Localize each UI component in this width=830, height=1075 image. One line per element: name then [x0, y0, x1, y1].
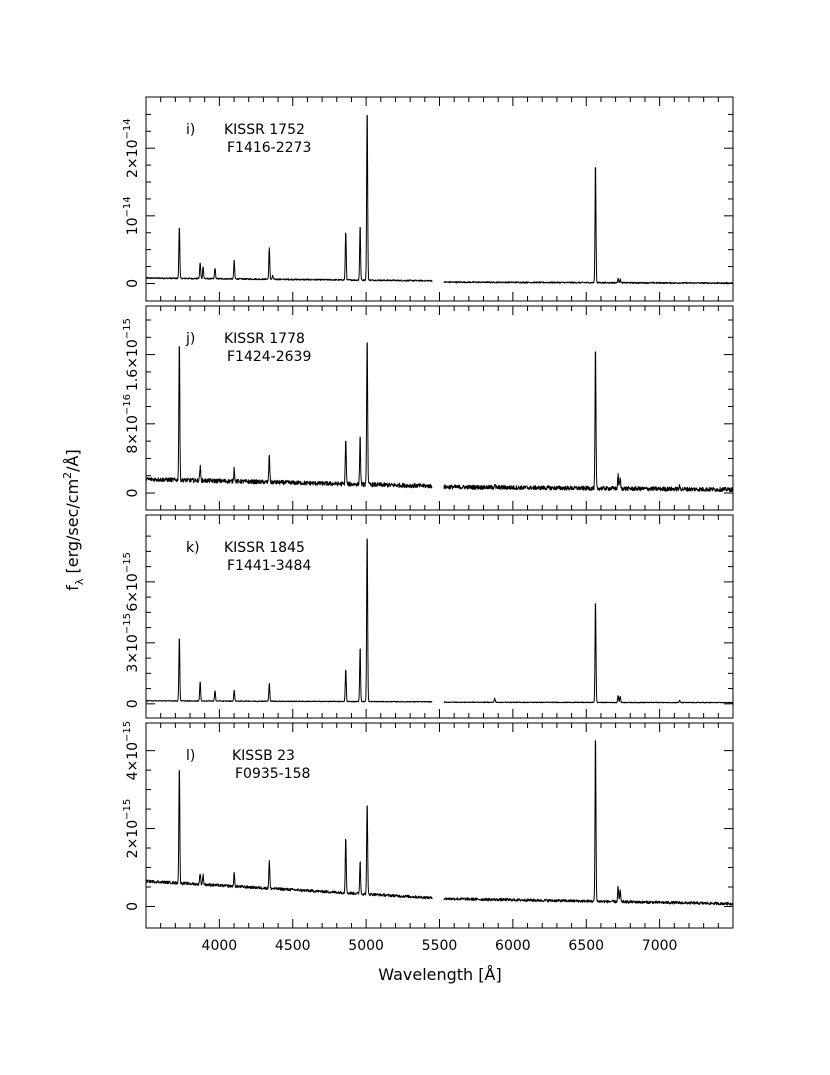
x-tick-label: 6000 [495, 938, 531, 954]
spectrum-line [443, 167, 734, 285]
object-name: KISSR 1845 [224, 540, 305, 556]
x-tick-label: 4000 [202, 938, 238, 954]
panel-4: 0 2×10−15 4×10−15 l) KISSB 23 F0935-158 [122, 721, 734, 929]
spectrum-line [443, 740, 734, 906]
panel-2: 0 8×10−16 1.6×10−15 j) KISSR 1778 F1424-2639 [122, 305, 734, 511]
y-axis-label-sub: λ [73, 578, 86, 585]
y-tick-label: 2×10−15 [122, 799, 141, 859]
object-id: F1424-2639 [227, 349, 311, 365]
object-name: KISSR 1752 [224, 122, 305, 138]
y-axis-label-end: /Å] [63, 449, 82, 472]
y-tick-label: 6×10−15 [122, 552, 141, 612]
x-tick-label: 4500 [275, 938, 311, 954]
y-tick-label: 10−14 [122, 196, 141, 235]
object-name: KISSR 1778 [224, 331, 305, 347]
spectrum-line [145, 538, 433, 703]
spectrum-line [145, 342, 433, 489]
x-tick-labels: 4000 4500 5000 5500 6000 6500 7000 [202, 938, 678, 954]
y-tick-label: 2×10−14 [122, 118, 141, 178]
y-tick-label: 8×10−16 [122, 394, 141, 454]
panel-1: 0 10−14 2×10−14 i) KISSR 1752 F1416-2273 [122, 96, 734, 302]
spectrum-line [145, 114, 433, 282]
y-tick-label: 0 [125, 699, 141, 708]
y-tick-label: 0 [125, 902, 141, 911]
panels: 0 10−14 2×10−14 i) KISSR 1752 F1416-2273 0 8×10… [122, 96, 734, 929]
panel-3: 0 3×10−156×10−15 k) KISSR 1845 F1441-3484 [122, 514, 734, 719]
panel-letter: l) [186, 748, 195, 764]
y-axis-label-sup: 2 [61, 472, 74, 479]
x-tick-label: 5500 [422, 938, 458, 954]
object-id: F0935-158 [235, 766, 310, 782]
spectrum-line [443, 603, 734, 704]
object-id: F1441-3484 [227, 558, 311, 574]
spectrum-line [443, 351, 734, 493]
y-tick-label: 1.6×10−15 [122, 318, 141, 391]
y-axis-label: fλ [erg/sec/cm2/Å] [61, 449, 86, 591]
object-name: KISSB 23 [232, 748, 295, 764]
panel-letter: i) [186, 122, 195, 138]
x-tick-label: 7000 [642, 938, 678, 954]
y-axis-label-rest: [erg/sec/cm [63, 479, 82, 579]
y-tick-label: 0 [125, 279, 141, 288]
x-tick-label: 5000 [348, 938, 384, 954]
x-tick-label: 6500 [568, 938, 604, 954]
y-axis-label-main: f [63, 585, 82, 591]
panel-letter: j) [185, 331, 195, 347]
x-axis-label: Wavelength [Å] [378, 965, 501, 984]
spectrum-line [145, 770, 433, 900]
y-tick-label: 3×10−15 [122, 613, 141, 673]
y-tick-label: 4×10−15 [122, 721, 141, 781]
object-id: F1416-2273 [227, 140, 311, 156]
y-tick-label: 0 [125, 489, 141, 498]
panel-letter: k) [186, 540, 200, 556]
